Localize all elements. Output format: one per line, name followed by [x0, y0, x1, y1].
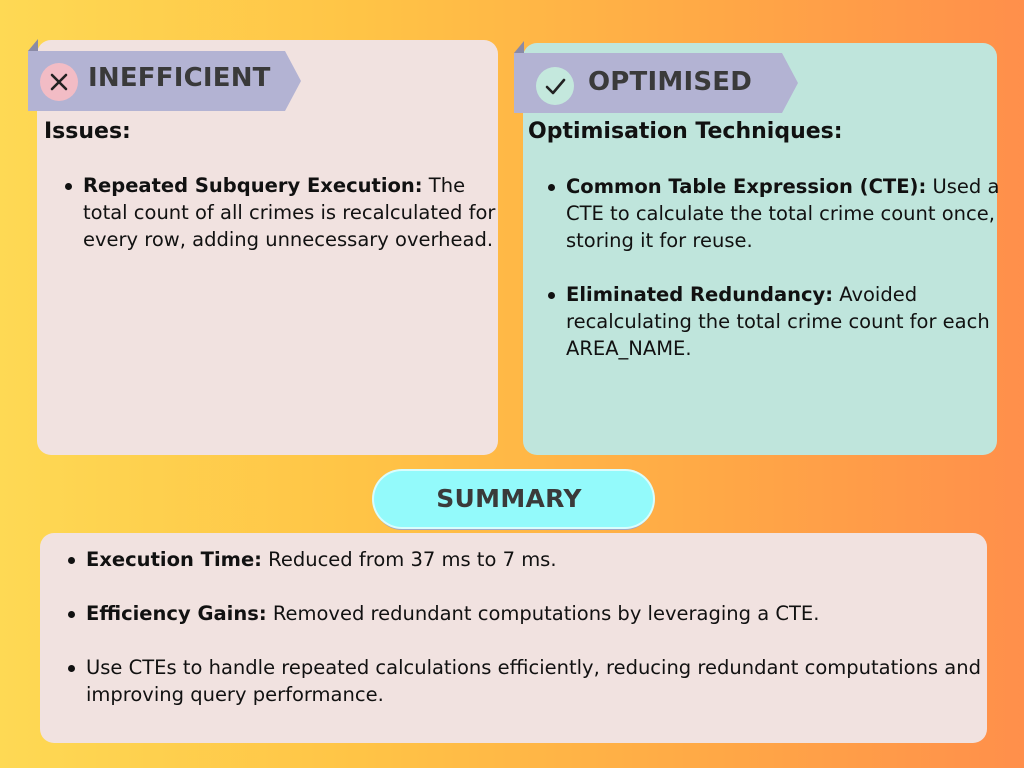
- optimised-label: OPTIMISED: [588, 67, 752, 97]
- item-term: Execution Time:: [86, 548, 262, 571]
- item-term: Repeated Subquery Execution:: [83, 174, 423, 197]
- list-item: Use CTEs to handle repeated calculations…: [68, 654, 986, 708]
- item-text: Used a CTE to calculate the total crime …: [566, 175, 1000, 252]
- issues-heading: Issues:: [44, 119, 131, 144]
- item-text: Reduced from 37 ms to 7 ms.: [261, 548, 557, 571]
- techniques-heading: Optimisation Techniques:: [528, 119, 843, 144]
- inefficient-label: INEFFICIENT: [88, 63, 271, 93]
- list-item: Eliminated Redundancy: Avoided recalcula…: [548, 281, 1016, 362]
- item-text: The total count of all crimes is recalcu…: [83, 174, 496, 251]
- item-text: Removed redundant computations by levera…: [266, 602, 820, 625]
- item-text: Avoided recalculating the total crime co…: [566, 283, 990, 360]
- item-term: Eliminated Redundancy:: [566, 283, 834, 306]
- check-icon: [536, 67, 574, 105]
- summary-pill: [374, 471, 653, 527]
- summary-panel: [40, 533, 987, 743]
- list-item: Common Table Expression (CTE): Used a CT…: [548, 173, 1016, 254]
- inefficient-ribbon-fold: [28, 39, 38, 51]
- list-item: Execution Time: Reduced from 37 ms to 7 …: [68, 546, 986, 573]
- list-item: Repeated Subquery Execution: The total c…: [65, 172, 498, 253]
- summary-label: SUMMARY: [436, 484, 582, 513]
- item-term: Common Table Expression (CTE):: [566, 175, 927, 198]
- item-text: Use CTEs to handle repeated calculations…: [86, 656, 981, 706]
- item-term: Efficiency Gains:: [86, 602, 267, 625]
- summary-list: Execution Time: Reduced from 37 ms to 7 …: [66, 546, 986, 708]
- list-item: Efficiency Gains: Removed redundant comp…: [68, 600, 986, 627]
- close-icon: [40, 63, 78, 101]
- optimised-ribbon-fold: [514, 41, 524, 53]
- issues-list: Repeated Subquery Execution: The total c…: [63, 172, 498, 253]
- techniques-list: Common Table Expression (CTE): Used a CT…: [546, 173, 1016, 362]
